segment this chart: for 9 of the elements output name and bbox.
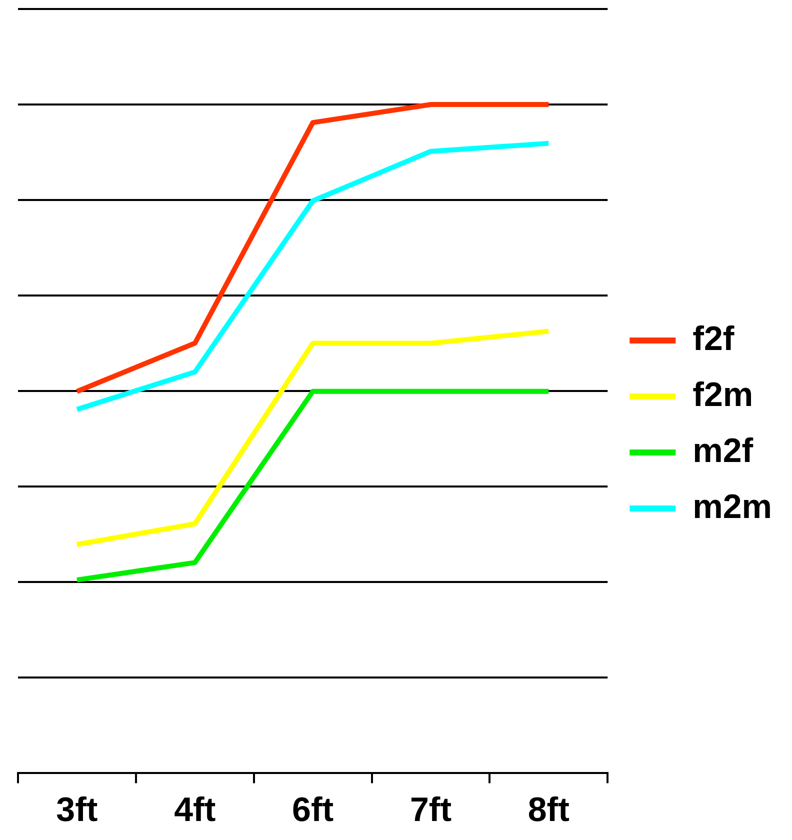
legend-label: f2m	[692, 376, 754, 414]
legend-label: m2f	[692, 432, 754, 470]
x-tick-label: 4ft	[174, 790, 216, 829]
x-tick-label: 8ft	[528, 790, 570, 829]
x-tick-label: 7ft	[410, 790, 452, 829]
x-tick-label: 3ft	[56, 790, 98, 829]
legend-label: m2m	[692, 488, 772, 526]
legend-label: f2f	[692, 320, 735, 358]
x-tick-label: 6ft	[292, 790, 334, 829]
